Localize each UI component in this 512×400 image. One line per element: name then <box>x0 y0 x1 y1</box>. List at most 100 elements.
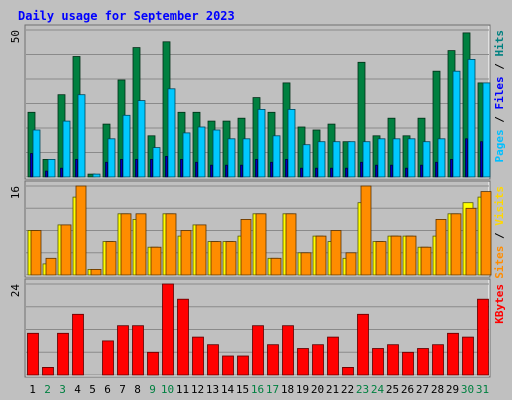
x-axis: 1 2 3 4 5 6 7 8 9 10 11 12 13 14 15 16 17 18 19 20 21 22 23 24 2… <box>29 383 489 396</box>
bar-pages <box>122 114 131 178</box>
legend-separator: / <box>493 226 506 246</box>
bar-kbytes <box>282 325 294 376</box>
bar-pages <box>347 141 356 178</box>
bar-sites <box>60 224 72 276</box>
bar-pages <box>197 126 206 178</box>
bar-sites <box>480 191 492 276</box>
bar-sites <box>165 213 177 276</box>
bar-sites <box>90 268 102 276</box>
x-tick-label: 20 <box>311 383 324 396</box>
series-legend: Pages / Files / Hits <box>493 30 506 163</box>
bar-kbytes <box>387 344 399 376</box>
bar-kbytes <box>252 325 264 376</box>
bar-pages <box>422 141 431 178</box>
bar-files <box>450 158 453 178</box>
bar-pages <box>392 138 401 178</box>
bar-sites <box>225 241 237 276</box>
bar-pages <box>212 129 221 178</box>
series-sites <box>30 185 492 276</box>
x-tick-label: 28 <box>431 383 444 396</box>
bar-files <box>135 158 138 178</box>
bar-pages <box>437 138 446 178</box>
bar-pages <box>467 59 476 178</box>
kbytes-panel: 24 KBytes <box>9 278 506 378</box>
bar-kbytes <box>177 298 189 376</box>
legend-sites: Sites <box>493 246 506 279</box>
bar-sites <box>255 213 267 276</box>
legend-separator: / <box>493 110 506 130</box>
bar-files <box>420 164 423 178</box>
x-tick-label: 27 <box>416 383 429 396</box>
bar-files <box>390 164 393 178</box>
x-tick-label: 12 <box>191 383 204 396</box>
hits-panel: 50 Pages / Files / Hits <box>9 24 506 180</box>
x-tick-label: 15 <box>236 383 249 396</box>
bar-files <box>30 153 33 178</box>
bar-pages <box>317 141 326 178</box>
bar-kbytes <box>372 348 384 376</box>
x-tick-label: 26 <box>401 383 414 396</box>
x-tick-label: 19 <box>296 383 309 396</box>
bar-kbytes <box>42 366 54 376</box>
x-tick-label: 4 <box>74 383 81 396</box>
x-tick-label: 30 <box>461 383 474 396</box>
bar-sites <box>300 252 312 276</box>
bar-kbytes <box>162 283 174 376</box>
bar-pages <box>137 100 146 178</box>
bar-sites <box>150 246 162 276</box>
series-pages <box>32 59 491 178</box>
bar-pages <box>107 138 116 178</box>
bar-files <box>285 158 288 178</box>
bar-pages <box>182 132 191 178</box>
y-axis-max-label: 16 <box>9 186 22 199</box>
bar-files <box>210 164 213 178</box>
bar-sites <box>210 241 222 276</box>
x-tick-label: 11 <box>176 383 189 396</box>
bar-sites <box>390 235 402 276</box>
x-tick-label: 7 <box>119 383 126 396</box>
bar-pages <box>332 141 341 178</box>
bar-files <box>465 138 468 178</box>
bar-sites <box>30 230 42 276</box>
bar-files <box>345 167 348 178</box>
bar-files <box>255 158 258 178</box>
legend-hits: Hits <box>493 30 506 57</box>
bar-files <box>330 167 333 178</box>
bar-pages <box>452 70 461 178</box>
bar-files <box>150 158 153 178</box>
y-axis-max-label: 24 <box>9 284 22 298</box>
bar-pages <box>47 158 56 178</box>
bar-pages <box>77 94 86 178</box>
bar-kbytes <box>297 348 309 376</box>
bar-sites <box>180 230 192 276</box>
bar-files <box>75 158 78 178</box>
bar-pages <box>272 135 281 178</box>
bar-kbytes <box>342 366 354 376</box>
bar-sites <box>435 218 447 276</box>
x-tick-label: 9 <box>149 383 156 396</box>
bar-files <box>435 161 438 178</box>
bar-kbytes <box>222 355 234 376</box>
bar-kbytes <box>462 336 474 376</box>
bar-pages <box>482 82 491 178</box>
bar-kbytes <box>312 344 324 376</box>
bar-pages <box>377 138 386 178</box>
bar-sites <box>375 241 387 276</box>
bar-pages <box>407 138 416 178</box>
bar-kbytes <box>192 336 204 376</box>
bar-files <box>165 155 168 178</box>
bar-pages <box>242 138 251 178</box>
bar-sites <box>120 213 132 276</box>
x-tick-label: 21 <box>326 383 339 396</box>
bar-files <box>120 158 123 178</box>
series-kbytes <box>27 283 489 376</box>
bar-sites <box>75 185 87 276</box>
bar-kbytes <box>207 344 219 376</box>
series-legend: KBytes <box>493 284 506 324</box>
bar-sites <box>465 207 477 276</box>
bar-sites <box>330 230 342 276</box>
x-tick-label: 1 <box>29 383 36 396</box>
bar-sites <box>360 185 372 276</box>
chart-title: Daily usage for September 2023 <box>18 9 235 23</box>
bar-sites <box>345 252 357 276</box>
